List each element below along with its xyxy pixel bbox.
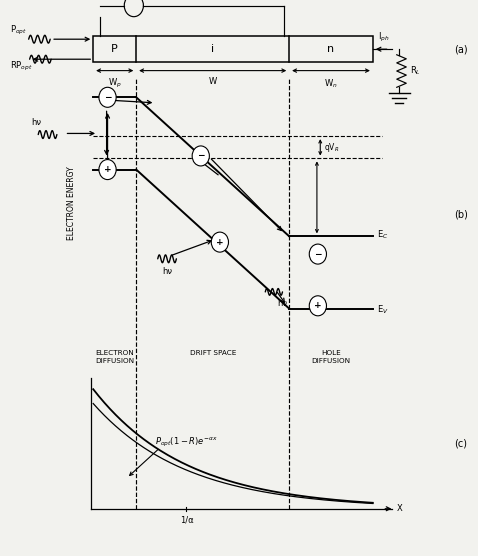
Text: ELECTRON
DIFFUSION: ELECTRON DIFFUSION xyxy=(95,350,134,364)
Circle shape xyxy=(192,146,209,166)
Circle shape xyxy=(211,232,228,252)
Text: −: − xyxy=(197,151,205,161)
Text: ELECTRON ENERGY: ELECTRON ENERGY xyxy=(67,166,76,240)
Text: −: − xyxy=(314,250,322,259)
Text: i: i xyxy=(211,44,214,54)
Text: W: W xyxy=(208,77,217,86)
Text: $P_{opt}(1-R)e^{-\alpha x}$: $P_{opt}(1-R)e^{-\alpha x}$ xyxy=(155,435,218,449)
Circle shape xyxy=(309,296,326,316)
Text: R$_L$: R$_L$ xyxy=(410,65,421,77)
Text: +: + xyxy=(104,165,111,174)
Text: −: − xyxy=(104,93,111,102)
Text: qV$_R$: qV$_R$ xyxy=(324,141,339,154)
Text: I$_{ph}$: I$_{ph}$ xyxy=(378,31,389,43)
Circle shape xyxy=(99,87,116,107)
Text: +: + xyxy=(314,301,322,310)
Text: hν: hν xyxy=(277,299,287,307)
Text: P: P xyxy=(111,44,118,54)
Text: E$_V$: E$_V$ xyxy=(377,304,389,316)
Text: 1/α: 1/α xyxy=(180,515,193,524)
Circle shape xyxy=(99,160,116,180)
Text: (a): (a) xyxy=(454,44,468,54)
Circle shape xyxy=(309,244,326,264)
Text: W$_n$: W$_n$ xyxy=(324,77,338,90)
Text: (b): (b) xyxy=(454,209,468,219)
Text: DRIFT SPACE: DRIFT SPACE xyxy=(189,350,236,356)
Text: X: X xyxy=(397,504,402,513)
Bar xyxy=(93,36,373,62)
Text: (c): (c) xyxy=(454,439,467,448)
Text: W$_p$: W$_p$ xyxy=(108,77,121,91)
Text: E$_C$: E$_C$ xyxy=(377,229,388,241)
Text: P$_{opt}$: P$_{opt}$ xyxy=(10,24,26,37)
Text: n: n xyxy=(327,44,335,54)
Text: +: + xyxy=(216,237,224,247)
Text: hν: hν xyxy=(31,118,41,127)
Text: RP$_{opt}$: RP$_{opt}$ xyxy=(10,60,33,73)
Text: hν: hν xyxy=(163,267,172,276)
Text: HOLE
DIFFUSION: HOLE DIFFUSION xyxy=(312,350,350,364)
